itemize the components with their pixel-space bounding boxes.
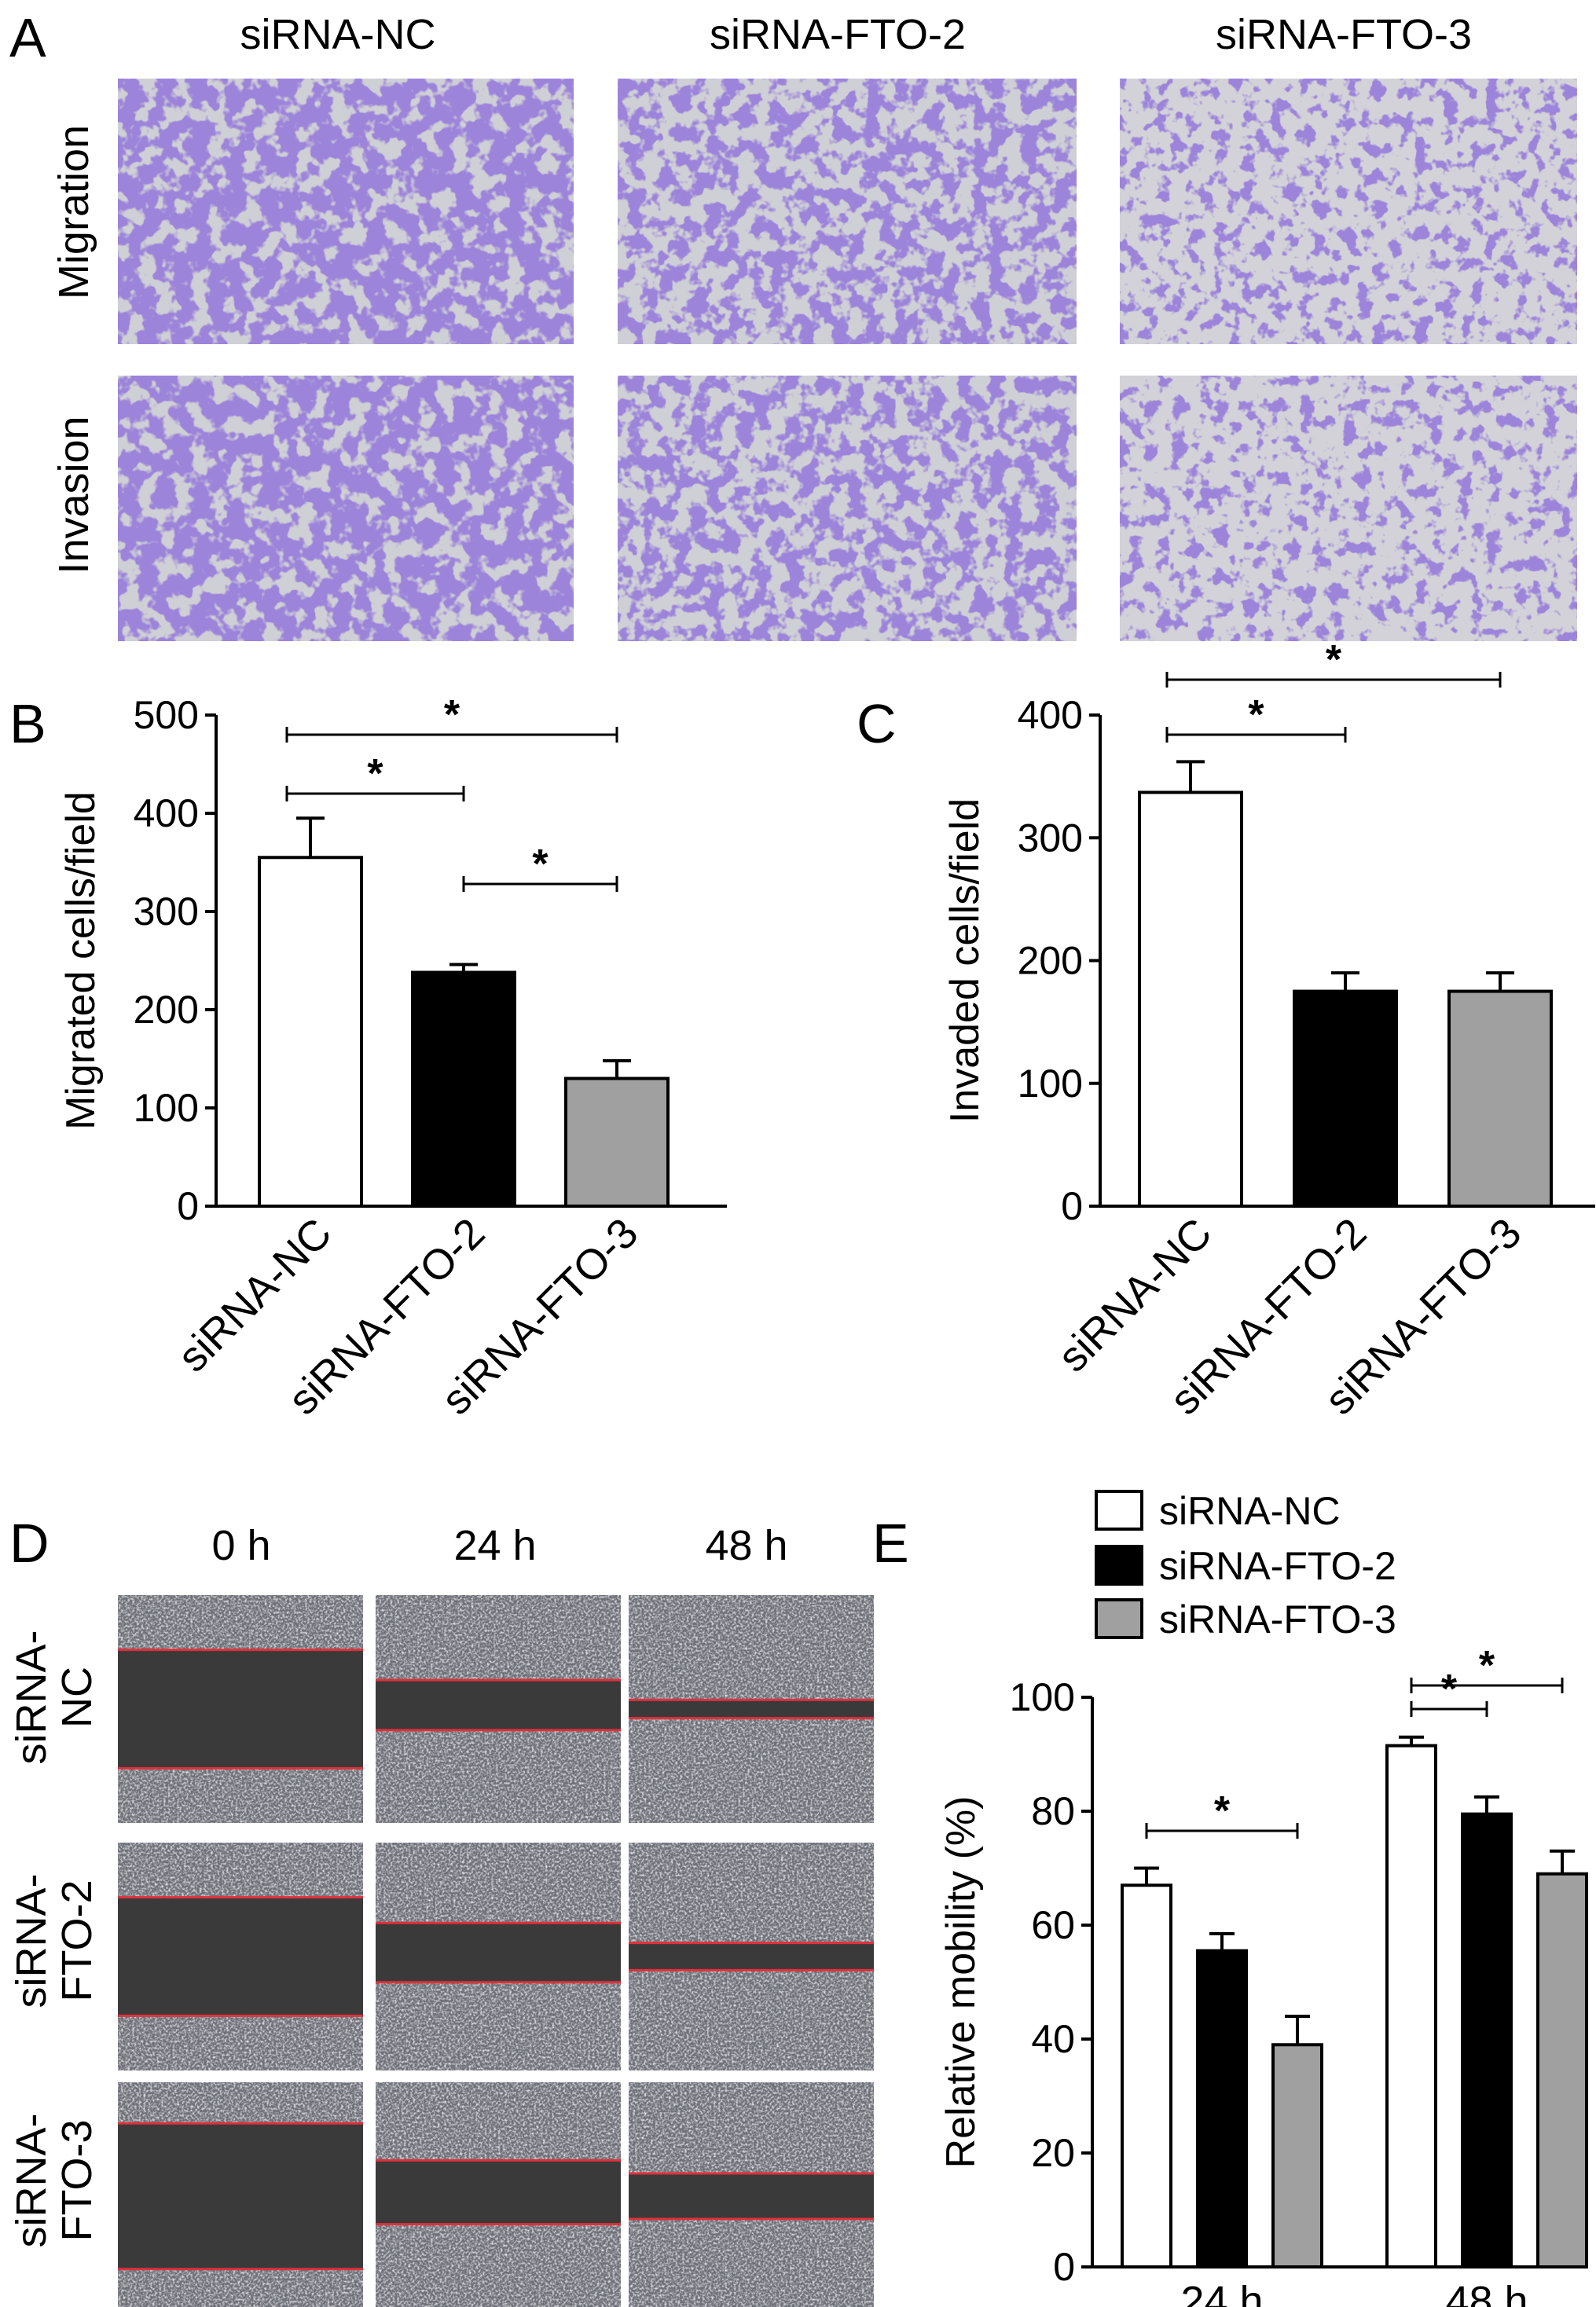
significance-star: * (532, 842, 549, 887)
wound-gap (629, 1700, 874, 1718)
bar (1293, 989, 1398, 1208)
panel-a: A siRNA-NC siRNA-FTO-2 siRNA-FTO-3 Migra… (9, 7, 1577, 641)
y-tick-label: 200 (134, 988, 199, 1032)
y-tick-label: 80 (1031, 1789, 1075, 1833)
significance-star: * (1479, 1643, 1495, 1689)
column-title-nc: siRNA-NC (240, 11, 436, 58)
y-tick-label: 0 (1053, 2245, 1075, 2289)
y-tick-label: 100 (134, 1086, 199, 1130)
wound-image (118, 1595, 363, 1823)
legend-label: siRNA-FTO-3 (1159, 1597, 1396, 1641)
wound-healing-grid (118, 1595, 874, 2307)
y-axis-label: Relative mobility (%) (938, 1796, 984, 2169)
legend-label: siRNA-NC (1159, 1489, 1341, 1533)
micrograph-invasion-nc (118, 376, 574, 641)
y-tick-label: 0 (1061, 1184, 1083, 1228)
y-tick-label: 100 (1018, 1062, 1083, 1106)
bar (1138, 790, 1243, 1208)
column-title-fto2: siRNA-FTO-2 (710, 11, 966, 58)
y-tick-label: 100 (1010, 1675, 1075, 1719)
row-label-migration: Migration (50, 125, 97, 299)
micrograph-invasion-fto2 (618, 376, 1077, 641)
legend-swatch (1095, 1545, 1143, 1586)
time-label-48h: 48 h (705, 1522, 787, 1569)
bar (1385, 1744, 1437, 2268)
legend-label: siRNA-FTO-2 (1159, 1544, 1396, 1588)
y-tick-label: 400 (134, 791, 199, 835)
bar (1196, 1949, 1248, 2268)
chart-relative-mobility: 0 20 40 60 80 100 Relative mobility (%) 24 h 48 … (938, 1489, 1588, 2307)
panel-label-e: E (872, 1513, 909, 1574)
x-category-label: 48 h (1445, 2278, 1528, 2307)
wound-gap (118, 1649, 363, 1769)
wound-image (629, 1843, 874, 2070)
bar (1121, 1883, 1172, 2268)
wound-gap (376, 1923, 621, 1982)
wound-gap (629, 2173, 874, 2219)
y-tick-label: 40 (1031, 2017, 1075, 2061)
bar (1447, 989, 1553, 1208)
y-tick-label: 200 (1018, 939, 1083, 983)
wound-row-label-nc-2: NC (53, 1667, 101, 1728)
y-tick-label: 400 (1018, 693, 1083, 737)
y-tick-label: 300 (134, 889, 199, 933)
chart-invaded-cells: 0 100 200 300 400 Invaded cells/field siRNA-NC… (942, 637, 1595, 1424)
wound-image (376, 1595, 621, 1823)
significance-star: * (1441, 1667, 1458, 1712)
micrograph-migration-nc (118, 79, 574, 344)
legend-swatch (1095, 1490, 1143, 1531)
bar (564, 1076, 670, 1208)
panel-label-c: C (857, 693, 897, 754)
panel-label-a: A (9, 7, 46, 68)
bar (1271, 2043, 1323, 2268)
wound-gap (629, 1942, 874, 1971)
panel-label-b: B (9, 693, 46, 754)
bar (258, 856, 363, 1208)
y-tick-label: 60 (1031, 1903, 1075, 1947)
y-axis-label: Invaded cells/field (942, 798, 988, 1123)
wound-image (118, 2082, 363, 2307)
wound-image (376, 1843, 621, 2070)
wound-row-label-fto3-2: FTO-3 (53, 2119, 101, 2241)
wound-gap (376, 1680, 621, 1730)
x-category-label: siRNA-NC (1049, 1209, 1220, 1381)
micrograph-migration-fto3 (1120, 79, 1577, 344)
wound-image (376, 2082, 621, 2307)
bar (411, 970, 516, 1208)
wound-row-label-fto2-2: FTO-2 (53, 1880, 101, 2001)
significance-star: * (367, 751, 383, 797)
wound-gap (376, 2160, 621, 2224)
micrograph-invasion-fto3 (1120, 376, 1577, 641)
column-title-fto3: siRNA-FTO-3 (1216, 11, 1472, 58)
wound-gap (118, 1897, 363, 2016)
y-axis-label: Migrated cells/field (58, 791, 104, 1130)
significance-star: * (1248, 692, 1264, 738)
panel-label-d: D (9, 1513, 50, 1574)
y-tick-label: 20 (1031, 2131, 1075, 2175)
wound-gap (118, 2123, 363, 2269)
y-tick-label: 0 (177, 1184, 199, 1228)
significance-star: * (1214, 1788, 1231, 1834)
significance-star: * (1326, 637, 1342, 683)
time-label-24h: 24 h (453, 1522, 536, 1569)
wound-row-label-fto2-1: siRNA- (8, 1874, 55, 2008)
row-label-invasion: Invasion (50, 416, 97, 574)
bar (1461, 1812, 1513, 2268)
y-tick-label: 300 (1018, 816, 1083, 860)
panel-d: D 0 h 24 h 48 h siRNA- NC siRNA- FTO-2 s… (8, 1513, 874, 2307)
micrograph-migration-fto2 (618, 79, 1077, 344)
wound-image (118, 1843, 363, 2070)
bar (1536, 1872, 1588, 2268)
legend-swatch (1095, 1598, 1143, 1639)
x-category-label: 24 h (1180, 2278, 1263, 2307)
wound-row-label-nc-1: siRNA- (8, 1630, 55, 1765)
wound-image (629, 2082, 874, 2307)
significance-star: * (444, 692, 460, 738)
time-label-0h: 0 h (211, 1522, 270, 1569)
wound-row-label-fto3-1: siRNA- (8, 2114, 55, 2248)
wound-image (629, 1595, 874, 1823)
y-tick-label: 500 (134, 693, 199, 737)
